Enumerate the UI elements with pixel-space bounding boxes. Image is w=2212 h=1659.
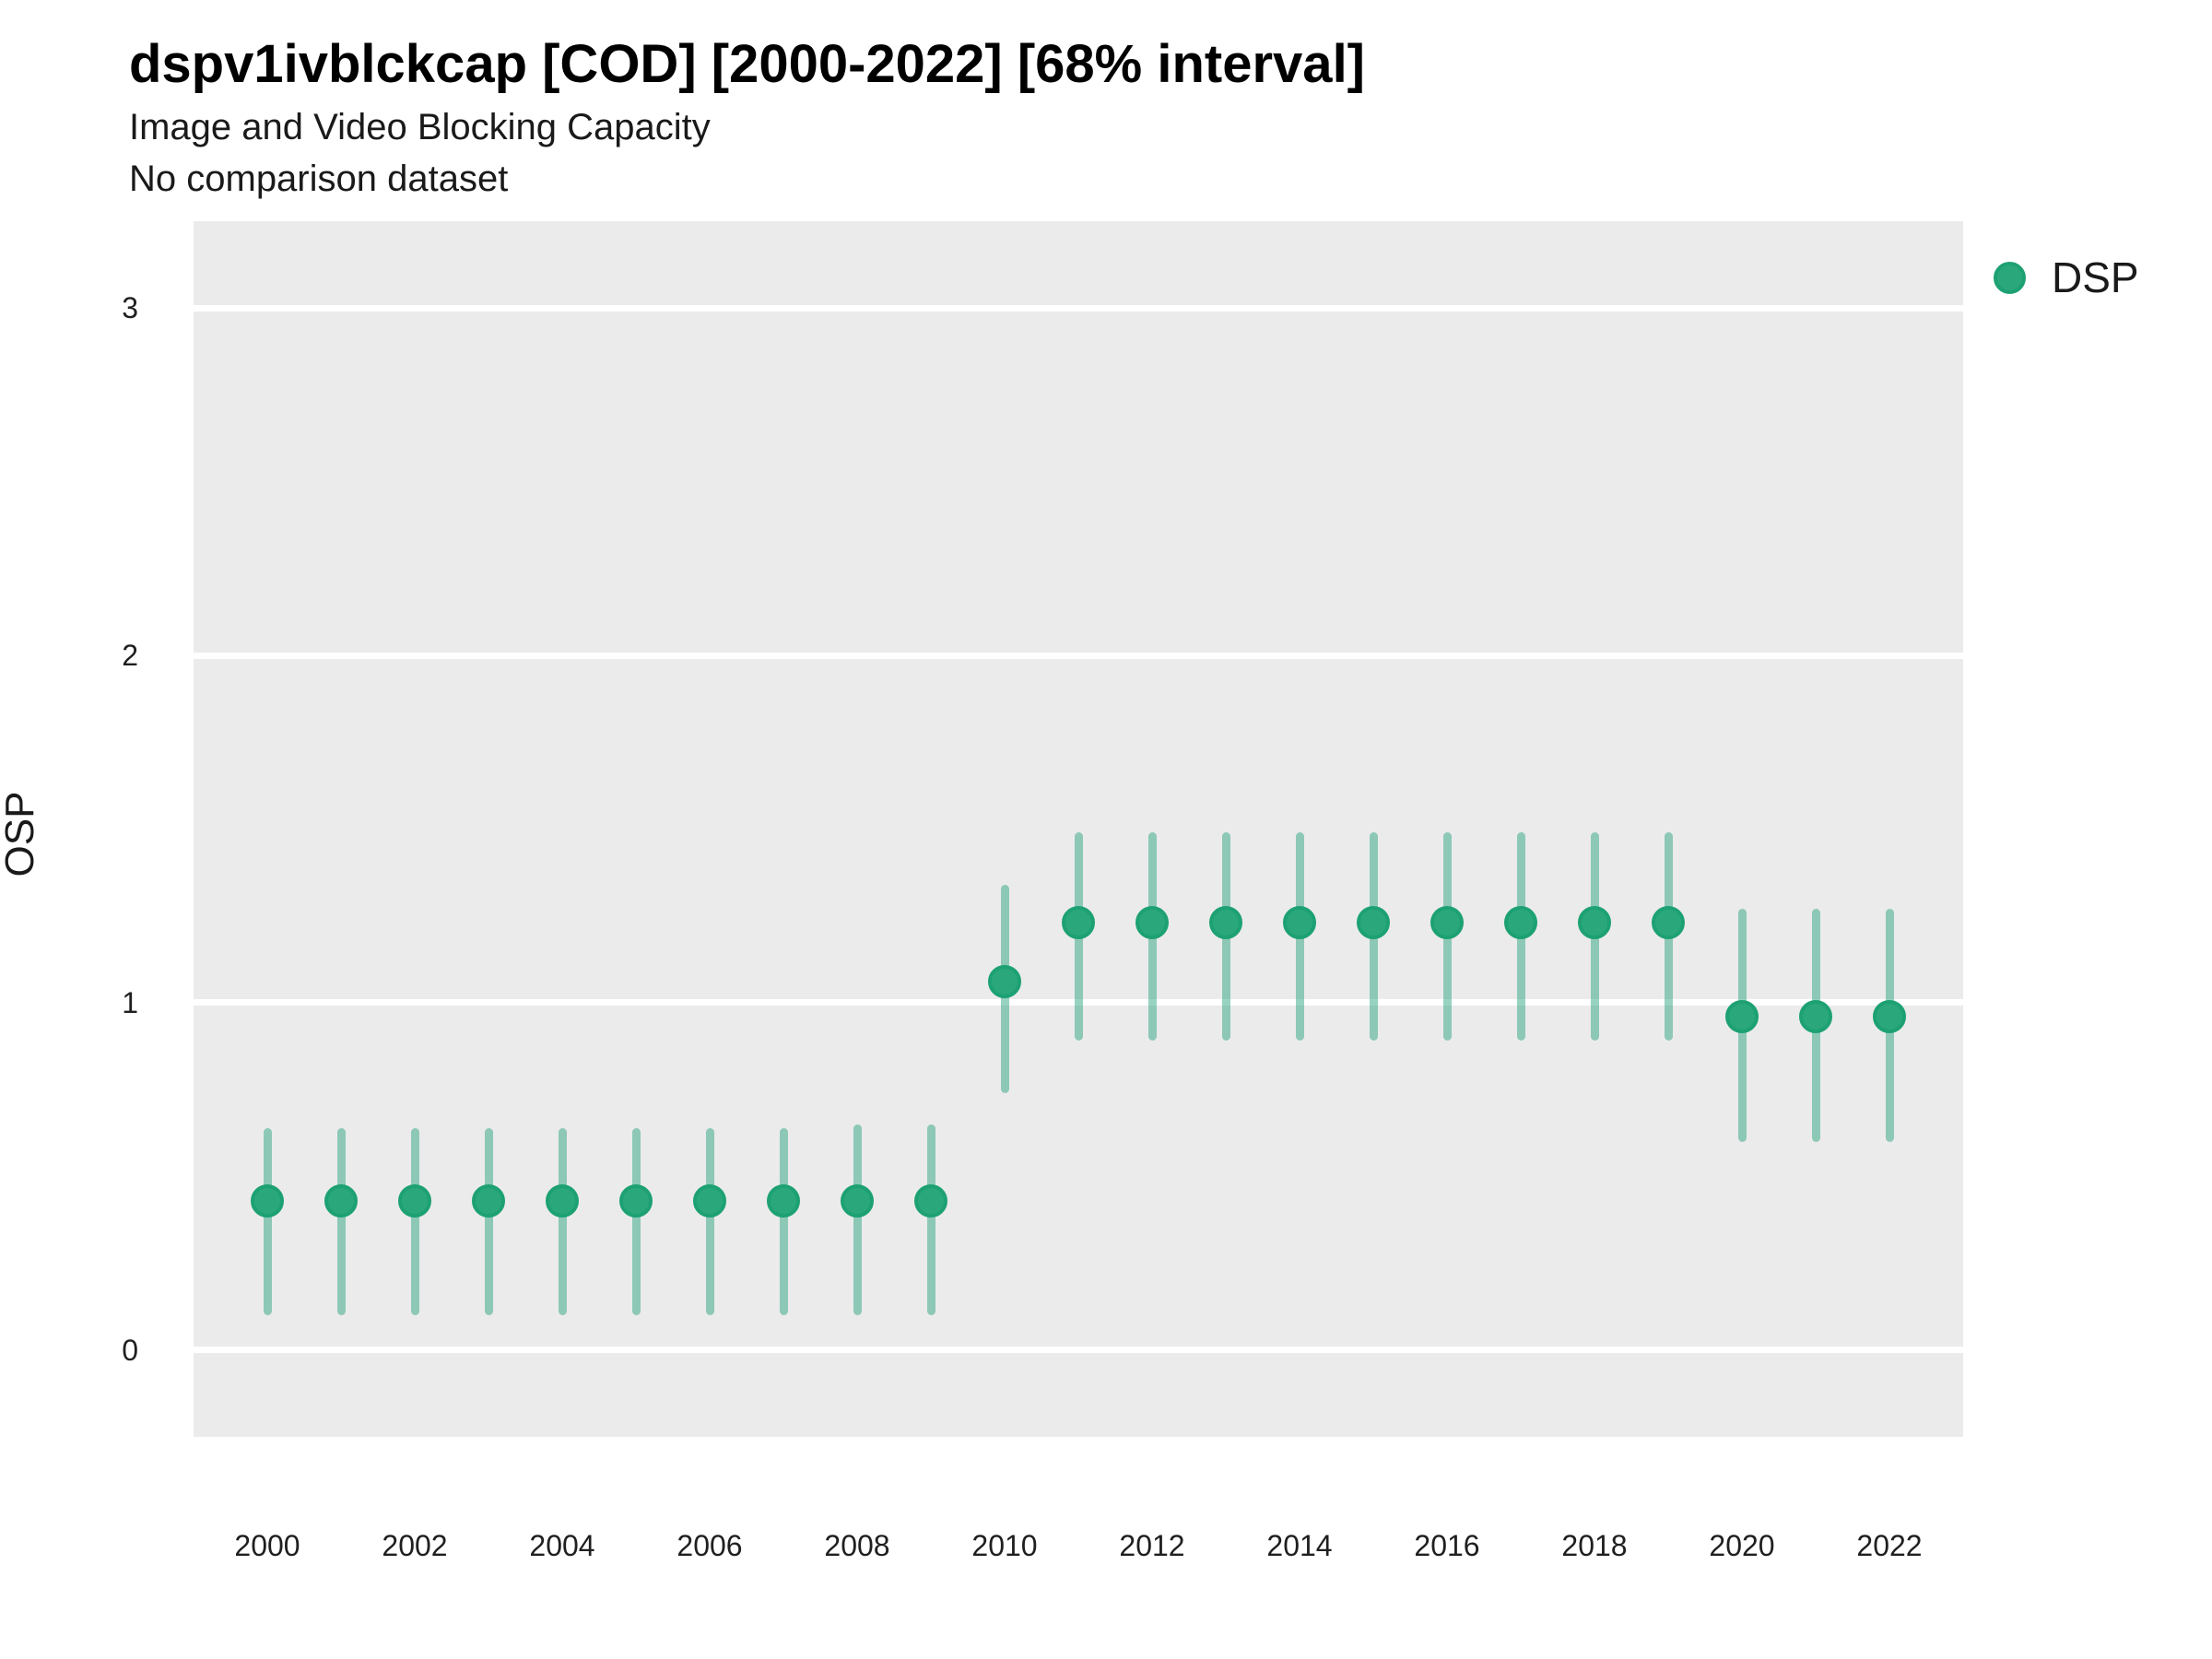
data-point-2014	[1283, 906, 1316, 940]
data-point-2012	[1135, 906, 1169, 940]
data-point-2009	[914, 1183, 947, 1218]
data-point-2019	[1652, 906, 1685, 940]
x-tick-label-2008: 2008	[824, 1529, 890, 1562]
legend-swatch-dsp	[1994, 261, 2026, 294]
data-point-2022	[1873, 1000, 1906, 1033]
interval-bar-2006	[705, 1127, 714, 1316]
x-tick-label-2002: 2002	[382, 1529, 448, 1562]
interval-bar-2002	[410, 1127, 419, 1316]
data-point-2011	[1062, 906, 1095, 940]
data-point-2005	[619, 1183, 653, 1218]
data-point-2017	[1504, 906, 1537, 940]
y-axis-title: OSP	[0, 791, 42, 877]
y-tick-label-0: 0	[122, 1333, 138, 1367]
interval-bar-2004	[558, 1127, 567, 1316]
gridline-y-0	[194, 1347, 1963, 1354]
chart-subtitle: Image and Video Blocking Capacity	[129, 107, 711, 147]
data-point-2010	[988, 965, 1021, 999]
data-point-2003	[472, 1183, 505, 1218]
gridline-y-3	[194, 304, 1963, 312]
data-point-2021	[1799, 1000, 1832, 1033]
x-tick-label-2006: 2006	[677, 1529, 743, 1562]
data-point-2001	[324, 1183, 358, 1218]
y-tick-label-2: 2	[122, 639, 138, 673]
x-tick-label-2016: 2016	[1414, 1529, 1480, 1562]
x-tick-label-2020: 2020	[1709, 1529, 1775, 1562]
interval-bar-2003	[484, 1127, 493, 1316]
legend: DSP	[1994, 256, 2139, 299]
data-point-2000	[251, 1183, 284, 1218]
x-tick-label-2000: 2000	[234, 1529, 300, 1562]
interval-bar-2009	[926, 1124, 935, 1316]
x-tick-label-2014: 2014	[1266, 1529, 1333, 1562]
x-tick-label-2012: 2012	[1119, 1529, 1185, 1562]
x-tick-label-2010: 2010	[971, 1529, 1038, 1562]
data-point-2018	[1578, 906, 1611, 940]
y-tick-label-1: 1	[122, 985, 138, 1019]
interval-bar-2008	[853, 1124, 862, 1316]
interval-bar-2005	[631, 1127, 641, 1316]
data-point-2013	[1209, 906, 1242, 940]
gridline-y-1	[194, 999, 1963, 1006]
interval-bar-2001	[336, 1127, 346, 1316]
data-point-2007	[767, 1183, 800, 1218]
interval-bar-2007	[779, 1127, 788, 1316]
y-tick-label-3: 3	[122, 291, 138, 325]
interval-bar-2000	[263, 1127, 272, 1316]
x-tick-label-2018: 2018	[1561, 1529, 1628, 1562]
data-point-2020	[1725, 1000, 1759, 1033]
data-point-2015	[1357, 906, 1390, 940]
chart-comparison-note: No comparison dataset	[129, 159, 509, 199]
legend-label-dsp: DSP	[2052, 253, 2139, 301]
plot-panel	[194, 221, 1963, 1437]
data-point-2006	[693, 1183, 726, 1218]
gridline-y-2	[194, 652, 1963, 659]
x-tick-label-2022: 2022	[1856, 1529, 1923, 1562]
data-point-2016	[1430, 906, 1464, 940]
data-point-2002	[398, 1183, 431, 1218]
page-title: dspv1ivblckcap [COD] [2000-2022] [68% in…	[129, 34, 1365, 94]
x-tick-label-2004: 2004	[529, 1529, 595, 1562]
data-point-2008	[841, 1183, 874, 1218]
data-point-2004	[546, 1183, 579, 1218]
